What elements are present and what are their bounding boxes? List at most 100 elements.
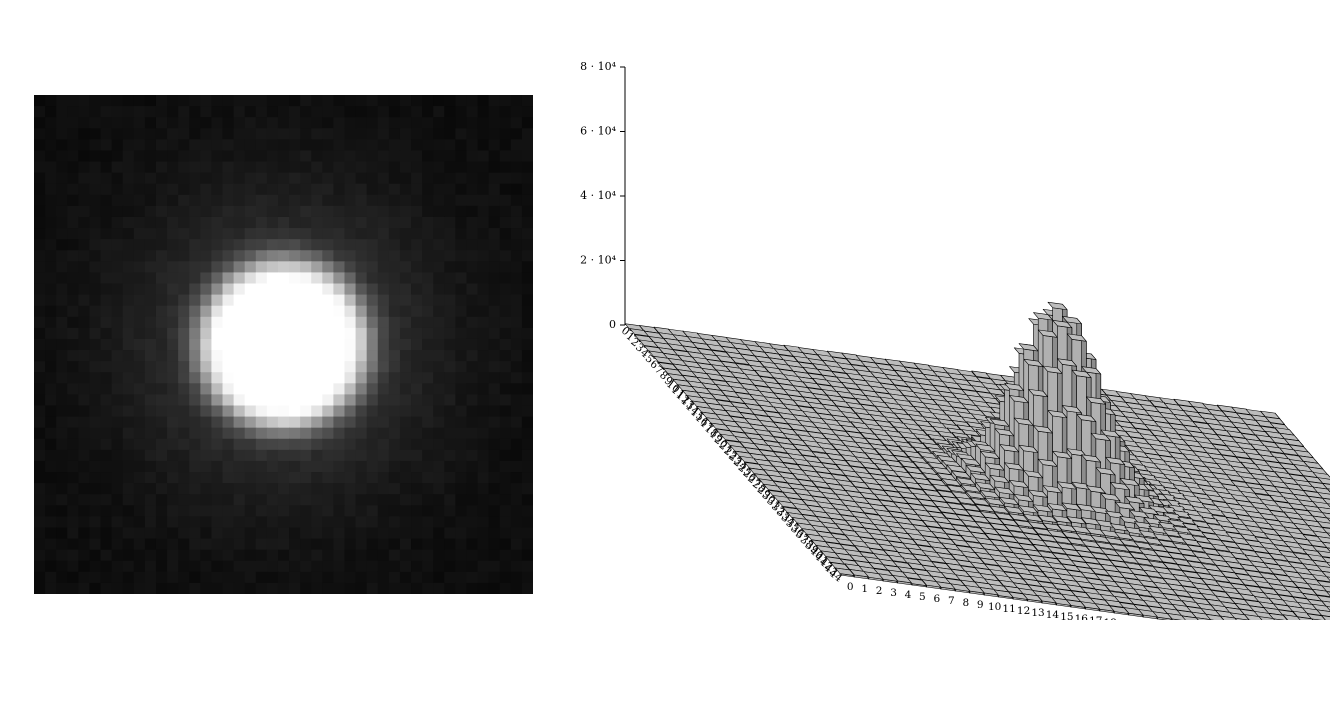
heatmap-cell [45, 483, 57, 495]
heatmap-cell [333, 571, 346, 584]
heatmap-cell [56, 228, 68, 240]
heatmap-cell [466, 106, 479, 118]
heatmap-cell [466, 327, 479, 340]
heatmap-cell [45, 261, 57, 274]
heatmap-cell [521, 205, 533, 218]
heatmap-cell [333, 361, 346, 373]
heatmap-cell [322, 150, 334, 163]
heatmap-cell [422, 272, 434, 285]
heatmap-cell [34, 361, 46, 373]
heatmap-cell [521, 194, 533, 207]
heatmap-cell [388, 571, 401, 584]
heatmap-cell [45, 305, 57, 318]
heatmap-cell [189, 261, 201, 274]
heatmap-cell [422, 261, 434, 274]
heatmap-cell [377, 361, 390, 373]
heatmap-cell [377, 316, 390, 329]
heatmap-cell [277, 95, 290, 107]
heatmap-cell [167, 106, 179, 118]
heatmap-cell [477, 150, 490, 163]
heatmap-cell [289, 106, 301, 118]
heatmap-cell [488, 361, 501, 373]
heatmap-cell [266, 128, 279, 140]
heatmap-cell [100, 194, 113, 207]
heatmap-cell [100, 239, 113, 251]
heatmap-cell [244, 427, 257, 440]
heatmap-cell [377, 494, 390, 506]
heatmap-cell [56, 449, 68, 462]
heatmap-cell [222, 350, 235, 362]
heatmap-cell [433, 438, 445, 451]
heatmap-cell [167, 538, 179, 551]
heatmap-cell [167, 582, 179, 594]
heatmap-cell [233, 571, 246, 584]
heatmap-cell [300, 549, 312, 562]
heatmap-cell [100, 261, 113, 274]
heatmap-cell [89, 316, 102, 329]
heatmap-cell [200, 460, 213, 473]
heatmap-cell [422, 150, 434, 163]
heatmap-cell [34, 438, 46, 451]
heatmap-cell [433, 483, 445, 495]
heatmap-cell [488, 350, 501, 362]
heatmap-cell [366, 106, 379, 118]
heatmap-cell [466, 494, 479, 506]
heatmap-cell [266, 472, 279, 484]
heatmap-cell [521, 150, 533, 163]
heatmap-cell [311, 95, 323, 107]
heatmap-cell [477, 117, 490, 129]
heatmap-cell [510, 183, 523, 196]
heatmap-cell [155, 582, 168, 594]
heatmap-cell [355, 494, 368, 506]
heatmap-cell [422, 372, 434, 384]
heatmap-cell [300, 305, 312, 318]
heatmap-cell [144, 205, 157, 218]
heatmap-cell [444, 150, 456, 163]
heatmap-cell [255, 449, 268, 462]
heatmap-cell [399, 338, 412, 351]
heatmap-cell [200, 394, 213, 407]
heatmap-cell [477, 361, 490, 373]
heatmap-cell [499, 183, 512, 196]
heatmap-cell [289, 372, 301, 384]
heatmap-cell [344, 538, 357, 551]
heatmap-cell [111, 205, 124, 218]
heatmap-cell [122, 106, 135, 118]
heatmap-cell [122, 516, 135, 529]
heatmap-cell [266, 294, 279, 307]
heatmap-cell [78, 582, 91, 594]
heatmap-cell [344, 560, 357, 573]
heatmap-cell [67, 172, 79, 185]
heatmap-cell [477, 261, 490, 274]
heatmap-cell [289, 294, 301, 307]
heatmap-cell [289, 128, 301, 140]
heatmap-cell [211, 372, 224, 384]
heatmap-cell [289, 350, 301, 362]
heatmap-cell [366, 294, 379, 307]
heatmap-cell [67, 394, 79, 407]
heatmap-cell [411, 427, 423, 440]
heatmap-cell [222, 139, 235, 152]
heatmap-cell [333, 560, 346, 573]
heatmap-cell [300, 438, 312, 451]
heatmap-cell [67, 139, 79, 152]
heatmap-cell [133, 405, 146, 418]
heatmap-cell [355, 483, 368, 495]
heatmap-cell [344, 505, 357, 517]
heatmap-cell [67, 283, 79, 296]
heatmap-cell [56, 316, 68, 329]
heatmap-cell [133, 250, 146, 262]
heatmap-cell [144, 582, 157, 594]
heatmap-cell [189, 460, 201, 473]
heatmap-cell [133, 549, 146, 562]
heatmap-cell [122, 394, 135, 407]
heatmap-cell [355, 472, 368, 484]
heatmap-cell [222, 294, 235, 307]
heatmap-cell [34, 294, 46, 307]
heatmap-cell [133, 460, 146, 473]
heatmap-cell [289, 194, 301, 207]
heatmap-cell [155, 95, 168, 107]
heatmap-cell [111, 516, 124, 529]
heatmap-cell [444, 538, 456, 551]
heatmap-cell [100, 405, 113, 418]
